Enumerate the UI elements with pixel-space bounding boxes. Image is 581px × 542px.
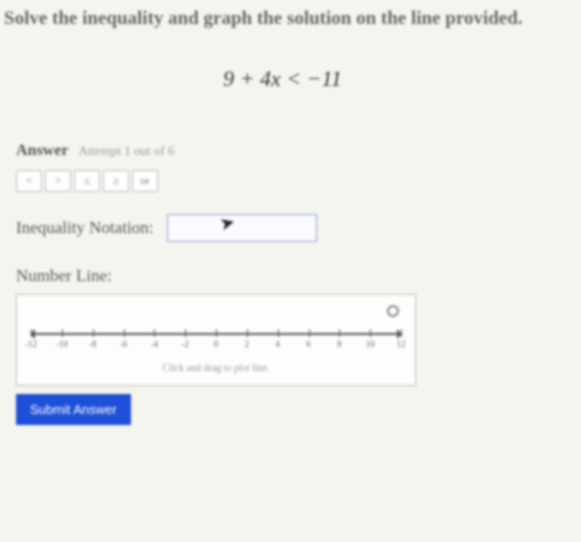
numberline-canvas[interactable]: -12 -10 -8 -6 -4 -2 0 2 4 6 8 10 12 Click and drag t… [16,294,416,386]
tick-label: -6 [120,339,128,349]
answer-heading: Answer Attempt 1 out of 6 [16,142,561,160]
attempt-count: Attempt 1 out of 6 [78,143,174,158]
tick-label: -8 [89,339,97,349]
inequality-label: Inequality Notation: [16,218,153,238]
tick [185,329,186,337]
problem-equation: 9 + 4x < −11 [4,66,561,92]
tick [370,329,371,337]
submit-button[interactable]: Submit Answer [16,394,131,425]
tick-label: 10 [366,339,375,349]
tick [278,329,279,337]
le-button[interactable]: ≤ [74,170,100,192]
inequality-input[interactable] [167,214,317,242]
tick-label: -4 [151,339,159,349]
numberline-hint: Click and drag to plot line. [17,363,415,374]
tick [62,329,63,337]
tick [247,329,248,337]
tick [93,329,94,337]
tick [339,329,340,337]
lt-button[interactable]: < [16,170,42,192]
problem-title: Solve the inequality and graph the solut… [4,8,561,30]
tick-label: -10 [56,339,68,349]
tick [154,329,155,337]
numberline-axis[interactable]: -12-10-8-6-4-2024681012 [31,329,401,351]
tick [216,329,217,337]
open-circle-icon[interactable] [387,305,399,317]
problem-page: Solve the inequality and graph the solut… [0,0,581,445]
answer-label: Answer [16,142,68,159]
tick-label: 4 [275,339,280,349]
tick-label: 0 [214,339,219,349]
tick-label: -12 [25,339,37,349]
tick [124,329,125,337]
tick [401,329,402,337]
tick [31,329,32,337]
numberline-label: Number Line: [16,266,561,286]
tick-label: 8 [337,339,342,349]
inequality-row: Inequality Notation: [16,214,561,242]
symbol-toolbar: < > ≤ ≥ or [16,170,561,192]
or-button[interactable]: or [132,170,158,192]
tick-label: 2 [245,339,250,349]
gt-button[interactable]: > [45,170,71,192]
tick-label: -2 [181,339,189,349]
ge-button[interactable]: ≥ [103,170,129,192]
tick [309,329,310,337]
tick-label: 6 [306,339,311,349]
tick-label: 12 [397,339,406,349]
